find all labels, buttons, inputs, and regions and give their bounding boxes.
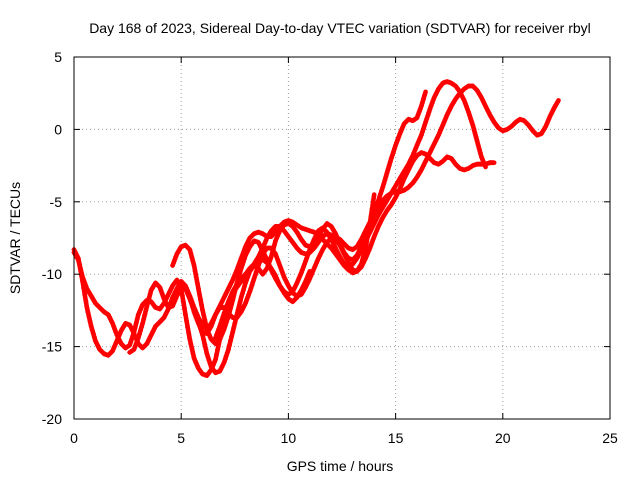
series-plus-markers	[187, 83, 560, 336]
series-plus-markers	[127, 93, 427, 376]
series-layer	[71, 79, 561, 378]
x-tick-label: 25	[602, 430, 618, 446]
series-plus-markers	[71, 250, 312, 378]
x-tick-label: 5	[177, 430, 185, 446]
x-tick-label: 15	[388, 430, 404, 446]
x-tick-label: 0	[70, 430, 78, 446]
x-tick-labels: 0 5 10 15 20 25	[70, 430, 618, 446]
y-tick-label: 0	[54, 121, 62, 137]
chart-title: Day 168 of 2023, Sidereal Day-to-day VTE…	[89, 20, 591, 36]
y-axis-label: SDTVAR / TECUs	[7, 182, 23, 294]
series-arc-1	[71, 250, 313, 378]
plot-frame	[73, 56, 611, 420]
x-tick-label: 20	[495, 430, 511, 446]
axis-ticks	[73, 56, 611, 420]
y-tick-label: -10	[42, 266, 62, 282]
y-tick-label: -5	[50, 194, 63, 210]
y-tick-labels: -20 -15 -10 -5 0 5	[42, 49, 62, 427]
series-arc-3	[127, 89, 428, 376]
x-axis-label: GPS time / hours	[287, 458, 394, 474]
series-line	[127, 89, 428, 375]
series-arc-5	[187, 83, 561, 336]
grid-lines	[74, 57, 610, 419]
series-plus-markers	[213, 150, 496, 341]
x-tick-label: 10	[281, 430, 297, 446]
y-tick-label: -20	[42, 411, 62, 427]
series-arc-6	[213, 150, 497, 341]
y-tick-label: 5	[54, 49, 62, 65]
y-tick-label: -15	[42, 339, 62, 355]
